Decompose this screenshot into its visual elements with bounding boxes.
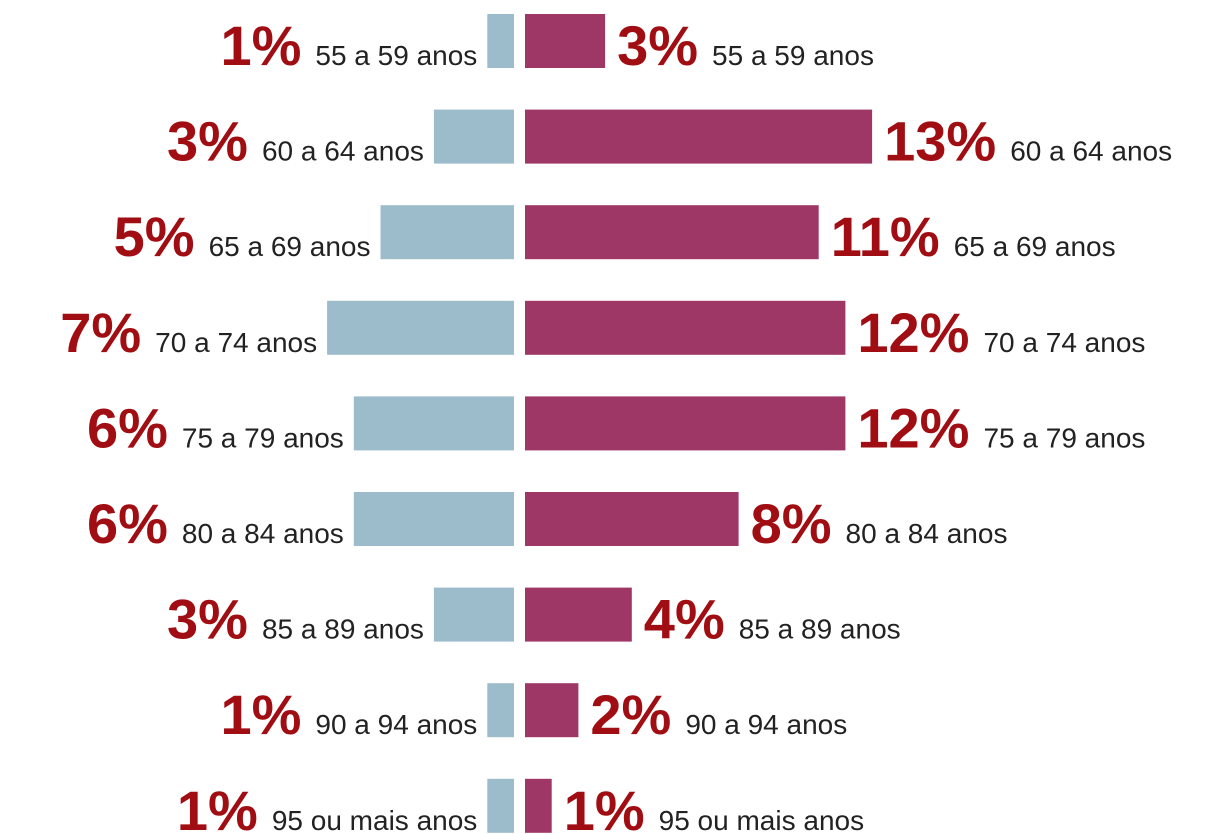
bar-left <box>487 14 514 68</box>
bar-left <box>433 109 514 164</box>
category-label: 75 a 79 anos <box>983 422 1145 453</box>
category-label: 80 a 84 anos <box>846 518 1008 549</box>
value-label: 3% <box>167 110 248 173</box>
bar-right <box>525 683 579 738</box>
category-label: 65 a 69 anos <box>954 231 1116 262</box>
bar-right <box>525 109 873 164</box>
bar-right <box>525 205 819 260</box>
value-label: 6% <box>87 396 168 459</box>
bar-right <box>525 396 846 451</box>
category-label: 95 ou mais anos <box>659 805 864 834</box>
category-label: 60 a 64 anos <box>1010 136 1172 167</box>
category-label: 85 a 89 anos <box>739 614 901 645</box>
value-label: 1% <box>564 779 645 834</box>
category-label: 95 ou mais anos <box>272 805 477 834</box>
bar-right <box>525 14 606 68</box>
value-label: 1% <box>177 779 258 834</box>
bar-right <box>525 778 552 833</box>
value-label: 6% <box>87 492 168 555</box>
bar-right <box>525 587 632 642</box>
bar-left <box>327 300 514 355</box>
value-label: 7% <box>60 301 141 364</box>
category-label: 60 a 64 anos <box>262 136 424 167</box>
category-label: 85 a 89 anos <box>262 614 424 645</box>
value-label: 12% <box>857 396 969 459</box>
value-label: 5% <box>114 205 195 268</box>
value-label: 3% <box>617 14 698 77</box>
value-label: 1% <box>220 683 301 746</box>
category-label: 65 a 69 anos <box>209 231 371 262</box>
category-label: 70 a 74 anos <box>983 327 1145 358</box>
bar-left <box>380 205 514 260</box>
value-label: 3% <box>167 588 248 651</box>
category-label: 75 a 79 anos <box>182 422 344 453</box>
bar-left <box>487 778 514 833</box>
category-label: 80 a 84 anos <box>182 518 344 549</box>
value-label: 8% <box>751 492 832 555</box>
bar-left <box>353 396 514 451</box>
category-label: 90 a 94 anos <box>685 709 847 740</box>
category-label: 55 a 59 anos <box>712 40 874 71</box>
value-label: 2% <box>590 683 671 746</box>
bar-left <box>353 492 514 546</box>
value-label: 11% <box>831 205 940 268</box>
category-label: 70 a 74 anos <box>155 327 317 358</box>
bar-right <box>525 300 846 355</box>
category-label: 90 a 94 anos <box>315 709 477 740</box>
bar-left <box>433 587 514 642</box>
value-label: 4% <box>644 588 725 651</box>
value-label: 1% <box>220 14 301 77</box>
bar-right <box>525 492 739 546</box>
bar-left <box>487 683 514 738</box>
value-label: 12% <box>857 301 969 364</box>
category-label: 55 a 59 anos <box>315 40 477 71</box>
value-label: 13% <box>884 110 996 173</box>
